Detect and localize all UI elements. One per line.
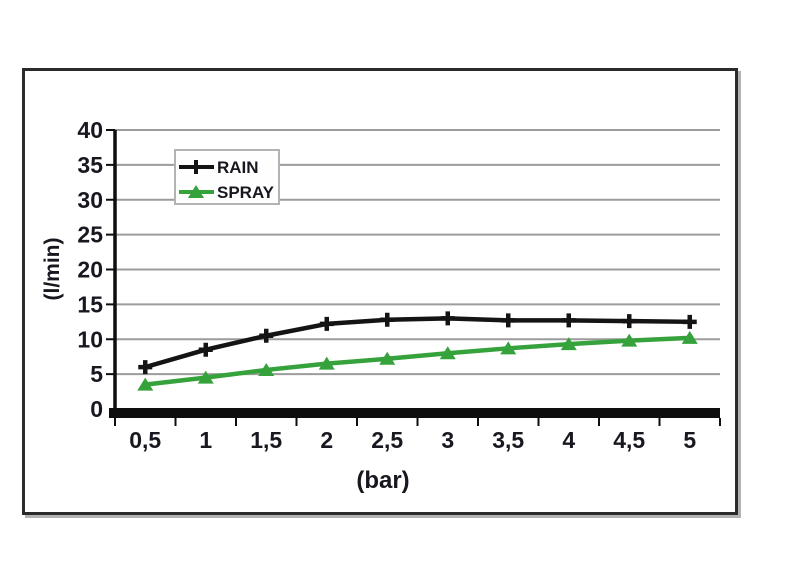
y-tick-label: 20 [77, 257, 103, 283]
legend-item-rain: RAIN [179, 158, 259, 177]
x-tick-label: 4,5 [613, 427, 645, 453]
y-axis-title: (l/min) [41, 238, 64, 301]
flow-rate-line-chart: 0 5 10 15 20 25 30 35 40 0,5 1 1,5 2 2,5 3 3,5 4 4,5 5 (l/… [41, 117, 721, 494]
axis-layer [106, 129, 721, 426]
data-point-spray [439, 346, 456, 360]
legend-label-spray: SPRAY [217, 183, 275, 202]
y-tick-label: 25 [77, 222, 103, 248]
spray-triangle-marker-icon [188, 185, 204, 198]
series-layer [137, 311, 698, 391]
y-tick-label: 40 [77, 117, 103, 143]
x-tick-label: 2,5 [371, 427, 403, 453]
y-tick-label: 15 [77, 291, 103, 317]
rain-plus-marker-icon [189, 160, 203, 174]
data-point-spray [197, 370, 214, 384]
data-point-rain [501, 313, 516, 328]
y-tick-label: 5 [90, 361, 103, 387]
data-point-spray [500, 341, 517, 355]
y-tick-label: 30 [77, 187, 103, 213]
data-point-spray [681, 330, 698, 344]
x-tick-label: 3 [441, 427, 454, 453]
data-point-rain [259, 328, 274, 343]
x-tick-label: 4 [562, 427, 575, 453]
data-point-rain [561, 313, 576, 328]
series-line-rain [143, 316, 692, 370]
x-tick-label: 3,5 [492, 427, 524, 453]
data-point-rain [682, 314, 697, 329]
data-point-rain [380, 312, 395, 327]
legend: RAIN SPRAY [174, 149, 280, 205]
x-tick-label: 5 [683, 427, 696, 453]
data-point-spray [560, 337, 577, 351]
x-tick-label: 1 [199, 427, 212, 453]
x-tick-label: 1,5 [250, 427, 282, 453]
data-point-rain [319, 316, 334, 331]
y-tick-label: 10 [77, 326, 103, 352]
data-point-spray [621, 333, 638, 347]
legend-label-rain: RAIN [217, 158, 259, 177]
y-tick-label: 0 [90, 396, 103, 422]
x-axis-title: (bar) [356, 467, 409, 494]
series-line-spray [143, 335, 692, 387]
y-tick-label: 35 [77, 152, 103, 178]
data-point-spray [318, 356, 335, 370]
data-point-spray [379, 351, 396, 365]
tick-label-layer: 0 5 10 15 20 25 30 35 40 0,5 1 1,5 2 2,5 3 3,5 4 4,5 5 [77, 117, 696, 453]
x-axis-line [109, 408, 720, 418]
chart-figure-box: 0 5 10 15 20 25 30 35 40 0,5 1 1,5 2 2,5 3 3,5 4 4,5 5 (l/… [22, 68, 738, 515]
data-point-spray [258, 362, 275, 376]
data-point-spray [137, 377, 154, 391]
data-point-rain [622, 314, 637, 329]
data-point-rain [138, 360, 153, 375]
legend-item-spray: SPRAY [179, 183, 275, 202]
data-point-rain [440, 311, 455, 326]
data-point-rain [198, 342, 213, 357]
x-tick-label: 0,5 [129, 427, 161, 453]
x-tick-label: 2 [320, 427, 333, 453]
